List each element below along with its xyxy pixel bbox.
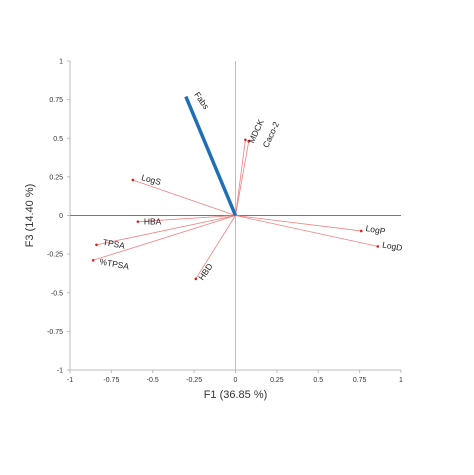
x-tick-label: -0.5: [147, 377, 159, 384]
vector-point-logd: [376, 245, 380, 248]
vector-tpsa: [96, 215, 236, 246]
x-tick-label: -1: [67, 377, 73, 384]
vector-hbd: [195, 215, 236, 280]
vector-logd: [235, 215, 378, 247]
y-tick-label: 0: [59, 213, 63, 220]
y-tick-label: -1: [57, 368, 63, 375]
vector-point-hbd: [194, 277, 198, 281]
label-fabs: Fabs: [192, 90, 211, 111]
vector-mdck: [235, 139, 246, 216]
vector-tpsa: [93, 215, 236, 261]
label-tpsa: %TPSA: [99, 256, 130, 271]
label-tpsa: TPSA: [102, 237, 126, 251]
x-axis-title: F1 (36.85 %): [204, 389, 268, 401]
vector-point-tpsa: [91, 259, 95, 262]
y-tick-label: 0.25: [49, 174, 63, 181]
label-logp: LogP: [365, 223, 387, 236]
vector-fabs: [184, 95, 238, 217]
y-tick-label: -0.5: [51, 290, 63, 297]
x-tick-label: 0.75: [353, 377, 367, 384]
vector-point-tpsa: [95, 243, 98, 247]
x-tick-label: 1: [399, 377, 403, 384]
vector-point-mdck: [244, 138, 247, 142]
vector-point-logs: [131, 178, 135, 182]
y-tick-label: -0.25: [47, 252, 63, 259]
y-tick-label: 1: [59, 59, 63, 66]
label-logd: LogD: [381, 240, 403, 253]
label-hba: HBA: [144, 217, 162, 227]
x-tick-label: -0.75: [103, 377, 119, 384]
vector-point-hba: [136, 220, 140, 223]
label-hbd: HBD: [196, 262, 214, 282]
vector-point-logp: [359, 229, 363, 233]
vector-logs: [132, 179, 236, 216]
x-tick-label: -0.25: [186, 377, 202, 384]
x-tick-label: 0.5: [313, 377, 323, 384]
y-tick-label: -0.75: [47, 329, 63, 336]
vector-caco2: [235, 141, 250, 216]
vector-point-caco2: [247, 140, 251, 143]
x-tick-label: 0: [234, 377, 238, 384]
y-axis-title: F3 (14.40 %): [24, 184, 36, 248]
y-tick-label: 0.5: [53, 136, 63, 143]
vector-logp: [235, 215, 362, 232]
y-tick-label: 0.75: [49, 97, 63, 104]
x-tick-label: 0.25: [270, 377, 284, 384]
tick-labels: -1 -0.75 -0.5 -0.25 0 0.25 0.5 0.75 1 -1 -0.75 -0.5…: [47, 59, 403, 385]
label-logs: LogS: [140, 172, 162, 187]
vector-hba: [137, 215, 236, 223]
loading-vectors: [91, 95, 380, 281]
